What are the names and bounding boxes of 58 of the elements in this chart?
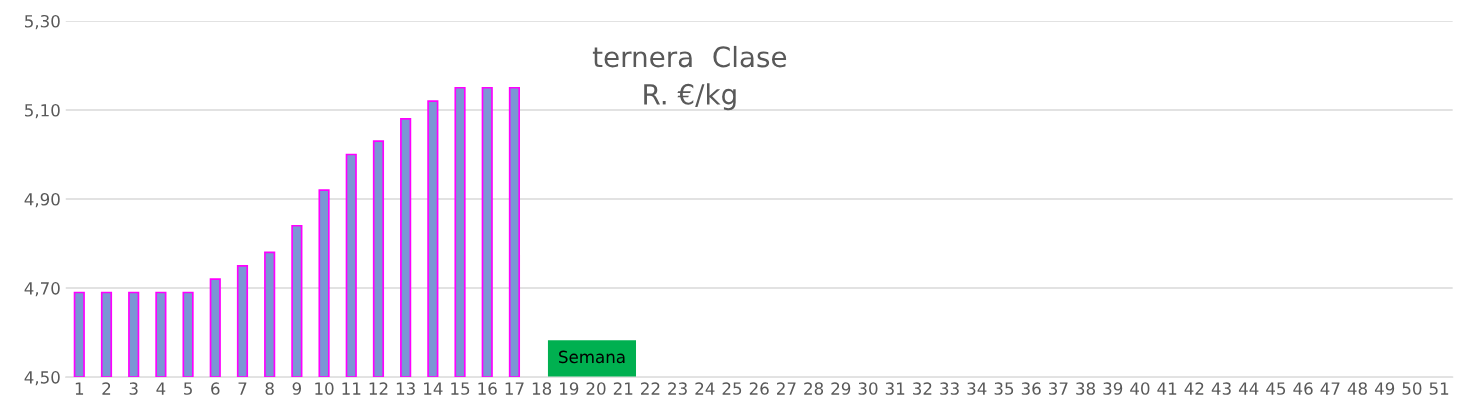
y-tick-label: 4,90 — [24, 192, 60, 208]
x-tick-label: 49 — [1374, 382, 1395, 395]
x-tick-label: 6 — [211, 382, 220, 395]
x-tick-label: 28 — [804, 382, 824, 395]
x-tick-label: 48 — [1347, 382, 1367, 395]
x-tick-label: 31 — [885, 382, 905, 395]
x-tick-label: 45 — [1266, 382, 1286, 395]
x-tick-label: 16 — [478, 382, 497, 395]
x-tick-label: 51 — [1429, 382, 1449, 395]
x-tick-label: 50 — [1402, 382, 1422, 395]
x-tick-label: 36 — [1021, 382, 1041, 395]
x-tick-label: 30 — [858, 382, 878, 395]
x-tick-label: 47 — [1320, 382, 1340, 395]
x-tick-label: 4 — [156, 382, 166, 395]
x-tick-label: 44 — [1238, 382, 1259, 395]
x-tick-label: 46 — [1293, 382, 1313, 395]
x-tick-label: 9 — [292, 382, 301, 395]
x-tick-label: 24 — [695, 382, 715, 395]
x-tick-label: 43 — [1211, 382, 1231, 395]
y-tick-label: 4,50 — [24, 371, 60, 386]
x-tick-label: 8 — [265, 382, 274, 395]
x-tick-label: 32 — [913, 382, 932, 395]
x-tick-label: 40 — [1130, 382, 1150, 395]
x-tick-label: 14 — [424, 382, 443, 395]
y-tick-label: 4,70 — [24, 282, 60, 297]
x-tick-label: 35 — [994, 382, 1014, 395]
x-tick-label: 34 — [967, 382, 987, 395]
x-tick-label: 33 — [940, 382, 959, 395]
x-tick-label: 27 — [777, 382, 796, 395]
x-tick-label: 37 — [1049, 382, 1068, 395]
x-tick-label: 10 — [315, 382, 334, 395]
x-tick-label: 21 — [613, 382, 633, 395]
x-tick-label: 17 — [505, 382, 524, 395]
x-tick-label: 29 — [831, 382, 851, 395]
y-tick-label: 5,30 — [25, 14, 60, 30]
x-axis-title: Semana — [559, 350, 625, 364]
y-tick-label: 5,10 — [25, 103, 60, 119]
x-tick-label: 42 — [1184, 382, 1204, 395]
x-tick-label: 15 — [451, 382, 470, 395]
x-tick-label: 11 — [342, 382, 361, 395]
x-tick-label: 1 — [75, 382, 84, 395]
x-tick-label: 7 — [238, 382, 247, 395]
x-tick-label: 12 — [369, 382, 388, 395]
x-tick-label: 20 — [586, 382, 606, 395]
x-tick-label: 23 — [668, 382, 687, 395]
text: ternera Clase R. €/kg — [592, 45, 787, 111]
x-tick-label: 3 — [129, 382, 138, 395]
x-tick-label: 2 — [102, 382, 111, 395]
x-tick-label: 38 — [1076, 382, 1096, 395]
x-tick-label: 39 — [1103, 382, 1123, 395]
x-tick-label: 19 — [560, 382, 579, 395]
x-tick-label: 18 — [532, 382, 552, 395]
x-tick-label: 13 — [396, 382, 415, 395]
x-tick-label: 41 — [1157, 382, 1177, 395]
x-tick-label: 25 — [722, 382, 742, 395]
x-tick-label: 5 — [184, 382, 192, 395]
x-tick-label: 26 — [749, 382, 769, 395]
x-tick-label: 22 — [641, 382, 660, 395]
